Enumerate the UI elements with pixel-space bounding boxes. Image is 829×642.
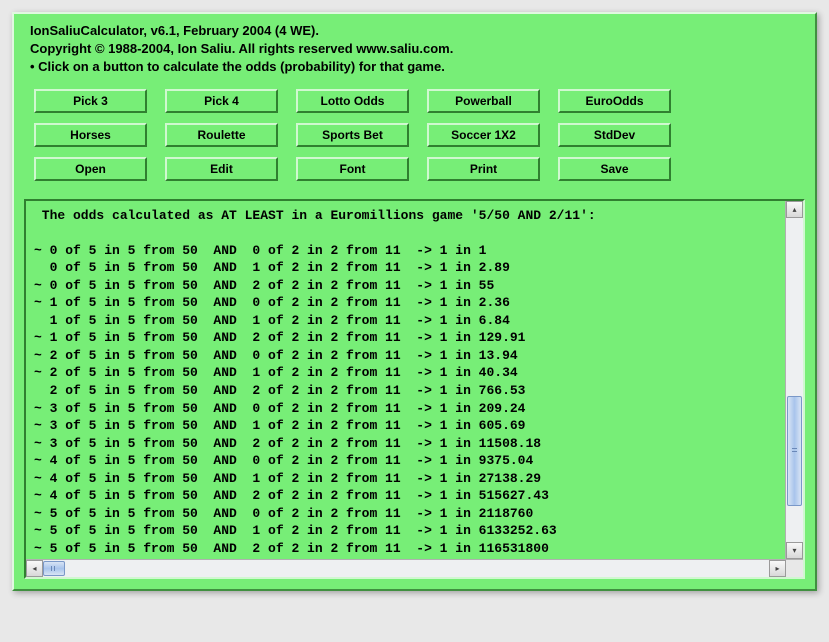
output-text: The odds calculated as AT LEAST in a Eur… bbox=[26, 201, 785, 559]
vertical-scrollbar[interactable]: ▴ ▾ bbox=[785, 201, 803, 559]
horizontal-scrollbar[interactable]: ◂ ▸ bbox=[26, 559, 803, 577]
lotto-odds-button[interactable]: Lotto Odds bbox=[296, 89, 409, 113]
header-line-2: Copyright © 1988-2004, Ion Saliu. All ri… bbox=[30, 40, 805, 58]
edit-button[interactable]: Edit bbox=[165, 157, 278, 181]
font-button[interactable]: Font bbox=[296, 157, 409, 181]
button-row-3: Open Edit Font Print Save bbox=[34, 157, 805, 181]
header-block: IonSaliuCalculator, v6.1, February 2004 … bbox=[24, 22, 805, 77]
sports-bet-button[interactable]: Sports Bet bbox=[296, 123, 409, 147]
vscroll-track[interactable] bbox=[786, 218, 803, 542]
open-button[interactable]: Open bbox=[34, 157, 147, 181]
soccer-1x2-button[interactable]: Soccer 1X2 bbox=[427, 123, 540, 147]
button-row-2: Horses Roulette Sports Bet Soccer 1X2 St… bbox=[34, 123, 805, 147]
app-window: IonSaliuCalculator, v6.1, February 2004 … bbox=[12, 12, 817, 591]
save-button[interactable]: Save bbox=[558, 157, 671, 181]
pick4-button[interactable]: Pick 4 bbox=[165, 89, 278, 113]
scroll-up-button[interactable]: ▴ bbox=[786, 201, 803, 218]
scroll-down-button[interactable]: ▾ bbox=[786, 542, 803, 559]
header-line-1: IonSaliuCalculator, v6.1, February 2004 … bbox=[30, 22, 805, 40]
button-panel: Pick 3 Pick 4 Lotto Odds Powerball EuroO… bbox=[24, 89, 805, 181]
pick3-button[interactable]: Pick 3 bbox=[34, 89, 147, 113]
euroodds-button[interactable]: EuroOdds bbox=[558, 89, 671, 113]
hscroll-thumb[interactable] bbox=[43, 561, 65, 576]
hscroll-track[interactable] bbox=[43, 560, 769, 577]
horses-button[interactable]: Horses bbox=[34, 123, 147, 147]
print-button[interactable]: Print bbox=[427, 157, 540, 181]
header-line-3: • Click on a button to calculate the odd… bbox=[30, 58, 805, 76]
button-row-1: Pick 3 Pick 4 Lotto Odds Powerball EuroO… bbox=[34, 89, 805, 113]
output-panel: The odds calculated as AT LEAST in a Eur… bbox=[24, 199, 805, 579]
stddev-button[interactable]: StdDev bbox=[558, 123, 671, 147]
powerball-button[interactable]: Powerball bbox=[427, 89, 540, 113]
scroll-right-button[interactable]: ▸ bbox=[769, 560, 786, 577]
roulette-button[interactable]: Roulette bbox=[165, 123, 278, 147]
vscroll-thumb[interactable] bbox=[787, 396, 802, 506]
scroll-left-button[interactable]: ◂ bbox=[26, 560, 43, 577]
scrollbar-corner bbox=[786, 560, 803, 577]
output-inner: The odds calculated as AT LEAST in a Eur… bbox=[26, 201, 803, 559]
